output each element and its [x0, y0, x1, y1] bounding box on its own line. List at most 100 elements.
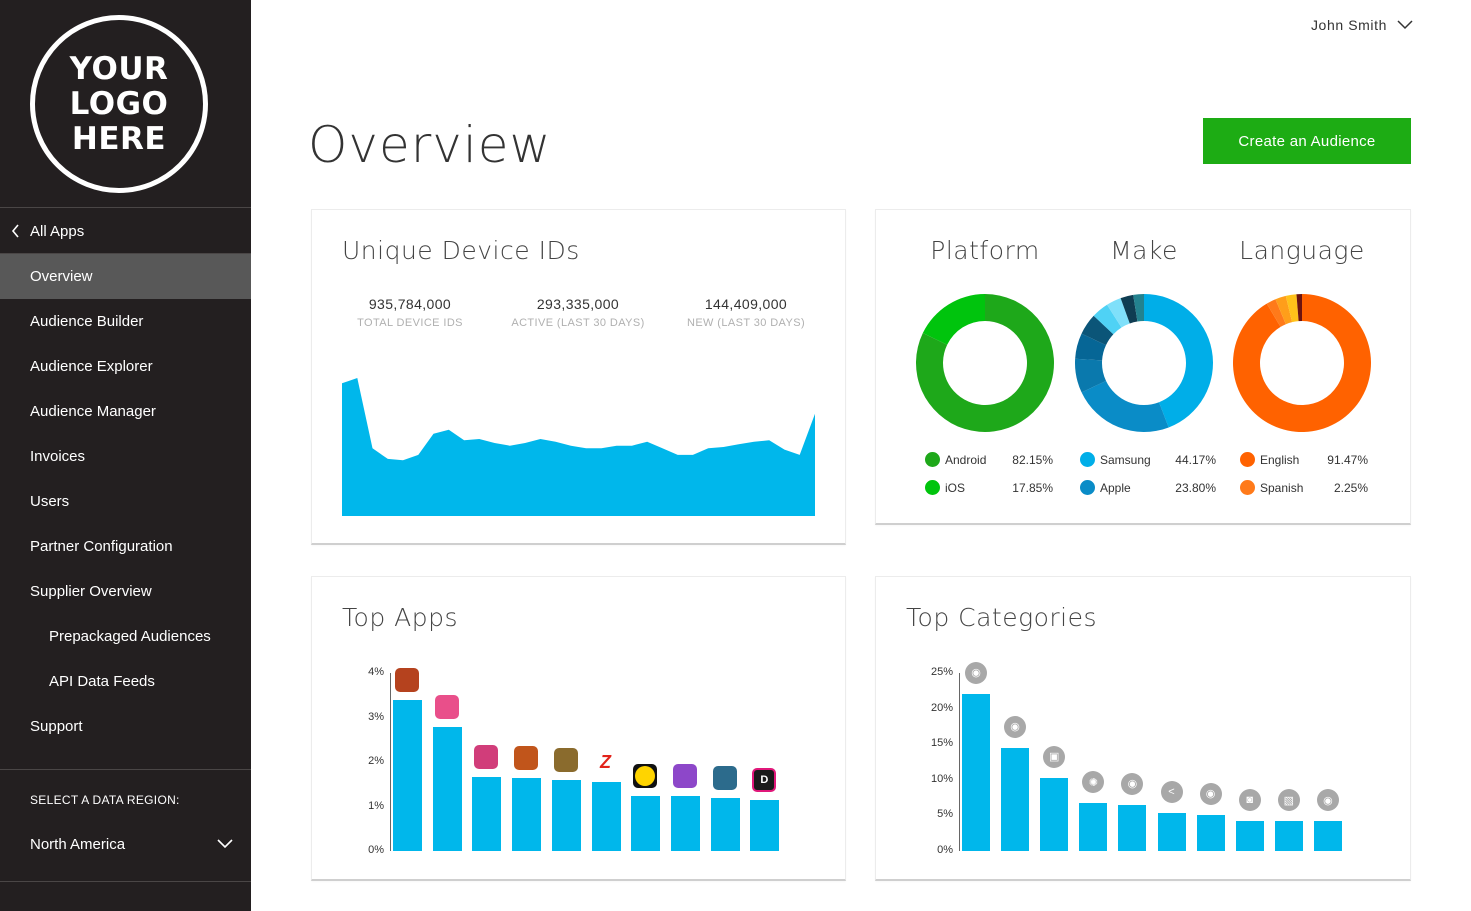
unique-device-ids-card: Unique Device IDs 935,784,000 TOTAL DEVI… — [311, 209, 846, 545]
app-icon-10: D — [752, 768, 777, 793]
sidebar-item-audience-manager[interactable]: Audience Manager — [30, 403, 156, 420]
bar[interactable] — [1196, 814, 1225, 851]
divider — [0, 881, 251, 882]
sidebar-item-users[interactable]: Users — [30, 493, 70, 510]
sidebar-item-overview[interactable]: Overview — [0, 254, 251, 299]
legend-spanish: Spanish 2.25% — [1240, 480, 1368, 495]
legend-label: Samsung — [1100, 452, 1151, 467]
sidebar-item-audience-builder[interactable]: Audience Builder — [30, 313, 144, 330]
user-menu[interactable]: John Smith — [1311, 14, 1413, 36]
sidebar-item-audience-explorer[interactable]: Audience Explorer — [30, 358, 153, 375]
legend-dot — [1240, 480, 1255, 495]
image-icon: ▧ — [1277, 789, 1300, 812]
divider — [0, 253, 251, 254]
y-axis-line — [390, 673, 391, 851]
donut-slice-segment-7 — [1107, 298, 1130, 328]
legend-value: 17.85% — [1012, 480, 1053, 495]
bar[interactable] — [631, 795, 661, 851]
legend-label: Android — [945, 452, 987, 467]
all-apps-back-link[interactable]: All Apps — [0, 209, 251, 253]
app-icon-4 — [514, 746, 539, 771]
legend-samsung: Samsung 44.17% — [1080, 452, 1216, 467]
make-title: Make — [1110, 236, 1178, 265]
bar[interactable] — [1040, 777, 1069, 851]
bar[interactable] — [591, 782, 621, 851]
sidebar-item-invoices[interactable]: Invoices — [30, 448, 86, 465]
sidebar-item-support[interactable]: Support — [30, 718, 83, 735]
stat-value: 293,335,000 — [536, 296, 620, 312]
region-select[interactable]: North America — [0, 822, 251, 866]
donut-slice-segment-3 — [1075, 358, 1107, 393]
bar[interactable] — [393, 699, 422, 851]
bar[interactable] — [1235, 821, 1264, 851]
donut-slice-segment-3 — [1275, 295, 1293, 325]
bar[interactable] — [962, 693, 990, 851]
y-tick-label: 1% — [368, 799, 384, 812]
app-icon-6: Z — [593, 750, 618, 775]
divider — [0, 207, 251, 208]
bar[interactable] — [1001, 747, 1030, 851]
language-donut-chart — [1233, 294, 1371, 432]
app-icon-5 — [553, 747, 578, 772]
gamepad-icon: ◉ — [1316, 789, 1339, 812]
bar[interactable] — [551, 779, 581, 851]
sidebar-item-supplier-overview[interactable]: Supplier Overview — [30, 583, 152, 600]
sidebar-item-prepackaged-audiences[interactable]: Prepackaged Audiences — [49, 628, 211, 645]
y-tick-label: 15% — [930, 737, 953, 750]
y-tick-label: 25% — [930, 666, 953, 678]
y-tick-label: 4% — [368, 666, 384, 678]
divider — [0, 769, 251, 770]
breakdown-card: Platform Make Language Android 82.15% iO… — [875, 209, 1411, 525]
legend-dot — [1240, 452, 1255, 467]
donut-slice-segment-8 — [1120, 294, 1138, 324]
share-icon: < — [1160, 780, 1183, 803]
bar[interactable] — [1313, 821, 1342, 851]
platform-donut-chart — [916, 294, 1054, 432]
bar[interactable] — [1118, 804, 1147, 851]
bar[interactable] — [472, 777, 502, 851]
camera-icon: ◙ — [1238, 789, 1261, 812]
donut-slice-segment-5 — [1081, 315, 1114, 346]
stat-total: 935,784,000 TOTAL DEVICE IDS — [330, 296, 490, 333]
donut-slice-samsung — [1144, 294, 1213, 428]
legend-label: English — [1260, 452, 1300, 467]
legend-apple: Apple 23.80% — [1080, 480, 1216, 495]
legend-label: Spanish — [1260, 480, 1304, 495]
device-ids-area-chart — [342, 378, 815, 516]
bar[interactable] — [1274, 821, 1303, 851]
bar[interactable] — [1157, 812, 1186, 851]
top-categories-card: Top Categories 0% 5% 10% 15% 20% 25% ◉ ◉ ▣ ✺ ◉ < ◉ ◙ ▧… — [875, 576, 1411, 881]
region-value: North America — [30, 835, 126, 853]
card-title: Top Categories — [906, 603, 1098, 632]
all-apps-label: All Apps — [30, 222, 85, 240]
user-name: John Smith — [1310, 17, 1387, 33]
create-audience-button[interactable]: Create an Audience — [1203, 118, 1411, 164]
donut-slice-segment-9 — [1133, 294, 1144, 322]
app-icon-2 — [434, 695, 459, 720]
y-tick-label: 20% — [930, 701, 953, 714]
bar[interactable] — [750, 800, 780, 851]
gamepad-icon: ◉ — [1121, 772, 1144, 795]
stat-value: 935,784,000 — [368, 296, 452, 312]
logo-text: YOUR LOGO HERE — [69, 50, 169, 157]
bar[interactable] — [432, 727, 462, 851]
bar[interactable] — [710, 797, 740, 851]
make-donut-chart — [1075, 294, 1213, 432]
bar[interactable] — [1079, 803, 1108, 851]
donut-slice-english — [1233, 294, 1371, 432]
chevron-down-icon — [217, 836, 233, 853]
tablet-icon: ▣ — [1043, 745, 1066, 768]
bar[interactable] — [670, 795, 700, 851]
app-icon-1 — [395, 667, 419, 692]
sidebar-item-api-data-feeds[interactable]: API Data Feeds — [49, 673, 155, 690]
legend-value: 91.47% — [1327, 452, 1368, 467]
card-title: Top Apps — [342, 603, 458, 632]
stat-label: ACTIVE (LAST 30 DAYS) — [511, 317, 645, 329]
y-tick-label: 3% — [368, 710, 384, 723]
sidebar-item-partner-configuration[interactable]: Partner Configuration — [30, 538, 173, 555]
donut-slice-segment-4 — [1075, 333, 1106, 361]
gamepad-icon: ◉ — [1199, 782, 1222, 805]
y-tick-label: 2% — [368, 755, 384, 767]
bar[interactable] — [512, 778, 542, 851]
gear-icon: ✺ — [1082, 771, 1105, 794]
